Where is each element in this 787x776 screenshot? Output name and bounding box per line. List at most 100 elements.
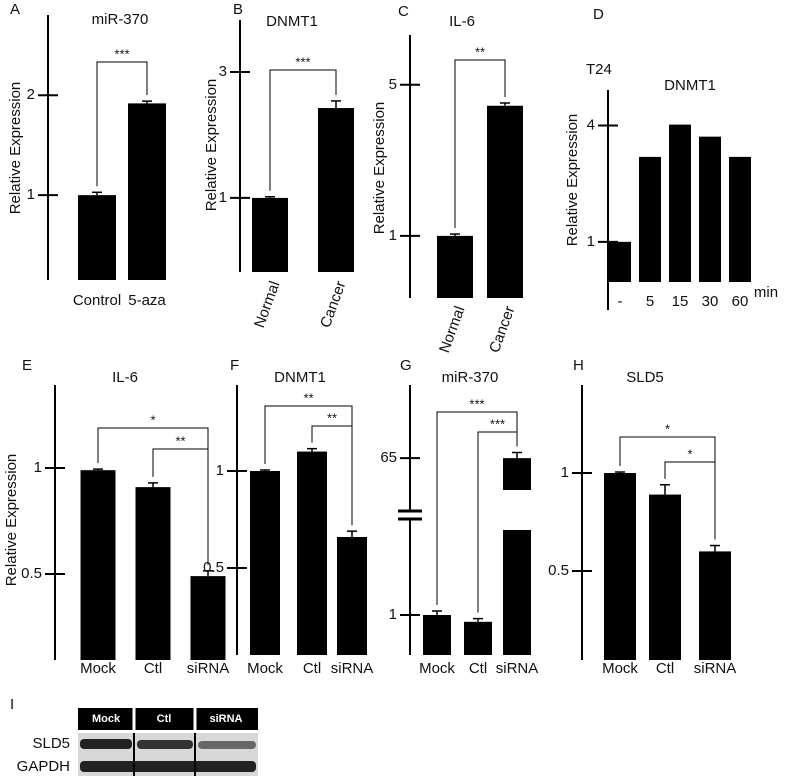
significance-label: *** [114, 46, 129, 61]
bar [609, 241, 631, 282]
x-tick-label: Ctl [656, 660, 674, 677]
y-tick-label: 65 [380, 449, 397, 466]
bar [503, 458, 531, 655]
x-tick-label: Ctl [144, 660, 162, 677]
blot-band [198, 741, 256, 749]
x-tick-label: Normal [251, 279, 284, 330]
significance-bracket [311, 425, 353, 526]
significance-bracket [96, 61, 148, 187]
bar [699, 551, 731, 660]
blot-header [78, 708, 258, 730]
bar [78, 195, 116, 280]
axis-break-gap [502, 490, 532, 530]
x-tick-label: 15 [672, 293, 689, 310]
y-tick-label: 3 [219, 63, 227, 80]
y-tick-label: 1 [34, 459, 42, 476]
y-tick-label: 1 [389, 606, 397, 623]
significance-label: *** [490, 416, 505, 431]
significance-label: * [687, 446, 692, 461]
x-tick-label: Cancer [486, 304, 519, 355]
chart-title: miR-370 [92, 11, 149, 28]
chart-title: miR-370 [442, 369, 499, 386]
bar [250, 470, 280, 655]
significance-label: * [665, 421, 670, 436]
lane-label: Ctl [157, 713, 172, 725]
bar [464, 621, 492, 655]
bar [437, 235, 473, 298]
x-tick-label: Ctl [303, 660, 321, 677]
bar [135, 487, 171, 660]
lane-label: siRNA [209, 713, 242, 725]
blot-band [137, 740, 193, 749]
bar [649, 494, 681, 660]
bar [190, 576, 226, 660]
panel-label: E [22, 357, 32, 374]
x-axis-label: min [754, 284, 778, 301]
y-tick-label: 1 [389, 227, 397, 244]
x-tick-label: - [618, 293, 623, 310]
y-axis-label: Relative Expression [564, 114, 581, 247]
significance-label: ** [175, 433, 185, 448]
subtitle: T24 [586, 61, 612, 78]
significance-bracket [477, 431, 518, 613]
significance-label: ** [327, 410, 337, 425]
panel-label: B [233, 1, 243, 18]
x-tick-label: Cancer [317, 279, 350, 330]
y-tick-label: 5 [389, 76, 397, 93]
panel-label: A [10, 1, 20, 18]
bar [337, 536, 367, 655]
x-tick-label: Mock [602, 660, 638, 677]
panel-label: C [398, 3, 409, 20]
significance-bracket [152, 448, 209, 565]
lane-label: Mock [92, 713, 121, 725]
y-tick-label: 4 [587, 116, 595, 133]
bar [423, 615, 451, 655]
chart-title: DNMT1 [664, 77, 716, 94]
chart-title: IL-6 [449, 13, 475, 30]
panel-label: H [573, 357, 584, 374]
chart-title: IL-6 [112, 369, 138, 386]
significance-bracket [454, 59, 506, 229]
x-tick-label: Ctl [469, 660, 487, 677]
x-tick-label: Control [73, 292, 121, 309]
bar [297, 451, 327, 655]
y-tick-label: 0.5 [21, 565, 42, 582]
x-tick-label: siRNA [331, 660, 374, 677]
y-axis-label: Relative Expression [7, 82, 24, 215]
blot-band [80, 761, 256, 772]
significance-label: ** [475, 44, 485, 59]
y-axis-label: Relative Expression [3, 454, 20, 587]
significance-bracket [436, 411, 518, 605]
bar [318, 108, 354, 273]
significance-label: ** [303, 390, 313, 405]
x-tick-label: siRNA [187, 660, 230, 677]
y-axis-label: Relative Expression [203, 79, 220, 212]
y-tick-label: 1 [219, 189, 227, 206]
bar [80, 470, 116, 660]
bar [128, 103, 166, 280]
bar [604, 473, 636, 660]
chart-title: DNMT1 [274, 369, 326, 386]
x-tick-label: 5 [646, 293, 654, 310]
y-tick-label: 0.5 [203, 559, 224, 576]
x-tick-label: Mock [247, 660, 283, 677]
panel-label: I [10, 696, 14, 713]
y-tick-label: 1 [561, 464, 569, 481]
panel-label: D [593, 6, 604, 23]
bar [252, 197, 288, 272]
bar [699, 136, 721, 282]
x-tick-label: 5-aza [128, 292, 166, 309]
significance-bracket [664, 461, 716, 540]
y-tick-label: 2 [27, 86, 35, 103]
bar [487, 105, 523, 298]
x-tick-label: siRNA [496, 660, 539, 677]
panel-label: F [230, 357, 239, 374]
blot-band [80, 739, 132, 749]
significance-bracket [269, 69, 337, 191]
significance-label: *** [295, 54, 310, 69]
y-tick-label: 1 [587, 233, 595, 250]
x-tick-label: siRNA [694, 660, 737, 677]
axis-break-gap [400, 511, 420, 519]
western-blot: I Mock Ctl siRNA SLD5 GAPDH [10, 696, 258, 776]
